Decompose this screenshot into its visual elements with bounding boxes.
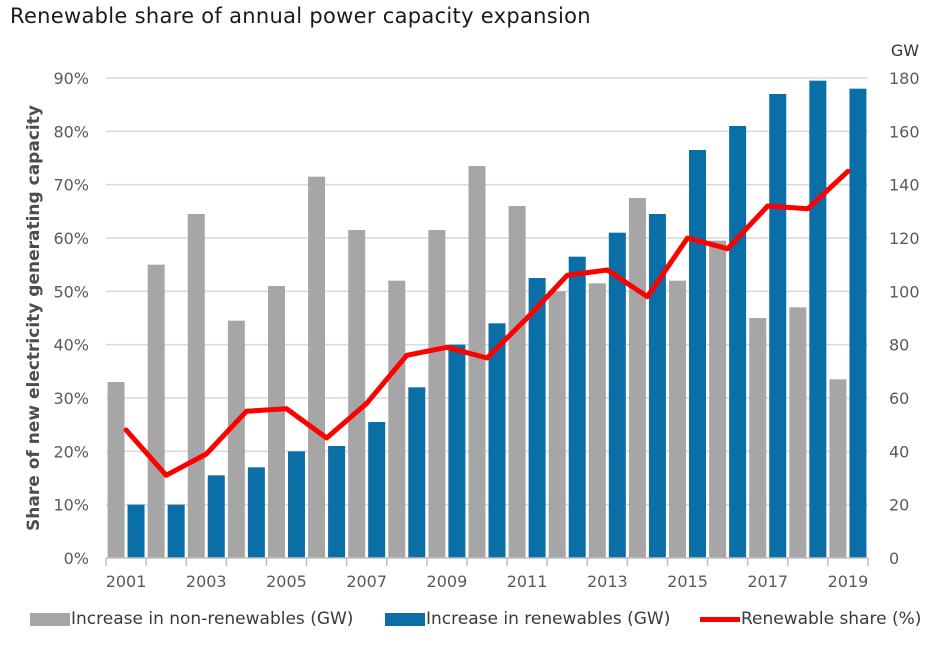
bar-renewables xyxy=(328,446,346,558)
y2-tick-label: 40 xyxy=(889,442,909,461)
legend-label-renewable-share: Renewable share (%) xyxy=(741,609,922,629)
bar-non-renewables xyxy=(789,307,807,558)
legend-swatch-non-renewables xyxy=(30,612,70,626)
bar-renewables xyxy=(608,232,626,558)
y-tick-label: 80% xyxy=(53,122,89,141)
y2-tick-label: 160 xyxy=(889,122,920,141)
bar-renewables xyxy=(488,323,506,558)
y-tick-label: 10% xyxy=(53,496,89,515)
x-tick-label: 2015 xyxy=(667,572,708,591)
legend: Increase in non-renewables (GW) Increase… xyxy=(0,604,950,634)
bar-non-renewables xyxy=(548,291,566,558)
y2-tick-label: 180 xyxy=(889,69,920,88)
axes xyxy=(105,557,869,566)
x-tick-label: 2001 xyxy=(106,572,147,591)
legend-swatch-renewable-share xyxy=(700,616,740,622)
bar-renewables xyxy=(207,475,225,558)
legend-swatch-renewables xyxy=(385,612,425,626)
chart-canvas: 0% 10% 20% 30% 40% 50% 60% 70% 80% 90% 0 20 40 60 80 1… xyxy=(24,41,920,591)
x-tick-label: 2005 xyxy=(266,572,307,591)
bar-non-renewables xyxy=(628,198,646,558)
right-axis-ticks: 0 20 40 60 80 100 120 140 160 180 xyxy=(889,69,920,568)
y-axis-title: Share of new electricity generating capa… xyxy=(24,105,44,531)
y-tick-label: 30% xyxy=(53,389,89,408)
y-tick-label: 20% xyxy=(53,442,89,461)
bar-renewables xyxy=(729,126,747,558)
chart-title: Renewable share of annual power capacity… xyxy=(10,4,591,28)
bar-non-renewables xyxy=(227,320,245,558)
y2-tick-label: 20 xyxy=(889,496,909,515)
share-line-path xyxy=(123,168,851,478)
y-tick-label: 50% xyxy=(53,282,89,301)
bar-non-renewables xyxy=(829,379,847,558)
bar-non-renewables xyxy=(588,283,606,558)
share-line xyxy=(123,168,851,478)
bar-renewables xyxy=(408,387,426,558)
x-tick-label: 2017 xyxy=(747,572,788,591)
bar-non-renewables xyxy=(308,176,326,558)
y2-tick-label: 120 xyxy=(889,229,920,248)
y2-tick-label: 100 xyxy=(889,282,920,301)
right-axis-unit: GW xyxy=(891,41,919,60)
x-tick-label: 2009 xyxy=(427,572,468,591)
y2-tick-label: 0 xyxy=(889,549,899,568)
x-tick-label: 2019 xyxy=(828,572,869,591)
bar-non-renewables xyxy=(187,214,205,558)
legend-label-non-renewables: Increase in non-renewables (GW) xyxy=(71,609,354,629)
bar-non-renewables xyxy=(468,166,486,558)
bar-renewables xyxy=(127,504,145,558)
y2-tick-label: 80 xyxy=(889,336,909,355)
x-tick-label: 2007 xyxy=(346,572,387,591)
bars xyxy=(107,80,867,559)
legend-item-non-renewables: Increase in non-renewables (GW) xyxy=(30,604,353,634)
bar-renewables xyxy=(648,214,666,558)
bar-renewables xyxy=(689,150,707,558)
x-tick-label: 2003 xyxy=(186,572,227,591)
y-tick-label: 90% xyxy=(53,69,89,88)
bar-renewables xyxy=(167,504,185,558)
y-tick-label: 70% xyxy=(53,176,89,195)
bar-renewables xyxy=(809,80,827,559)
bar-renewables xyxy=(287,451,305,558)
bar-non-renewables xyxy=(147,264,165,558)
bar-non-renewables xyxy=(709,240,727,558)
bar-non-renewables xyxy=(348,230,366,558)
bar-renewables xyxy=(769,94,787,558)
y2-tick-label: 60 xyxy=(889,389,909,408)
y2-tick-label: 140 xyxy=(889,176,920,195)
y-tick-label: 0% xyxy=(64,549,89,568)
bar-non-renewables xyxy=(508,206,526,558)
y-tick-label: 40% xyxy=(53,336,89,355)
bar-renewables xyxy=(528,278,546,558)
legend-item-renewable-share: Renewable share (%) xyxy=(700,604,921,634)
bar-non-renewables xyxy=(267,286,285,558)
bar-renewables xyxy=(247,467,265,558)
y-tick-label: 60% xyxy=(53,229,89,248)
bar-renewables xyxy=(568,256,586,558)
x-axis-ticks: 2001 2003 2005 2007 2009 2011 2013 2015 2017 2019 xyxy=(106,572,869,591)
bar-non-renewables xyxy=(749,318,767,558)
bar-non-renewables xyxy=(388,280,406,558)
bar-non-renewables xyxy=(107,382,125,558)
legend-item-renewables: Increase in renewables (GW) xyxy=(385,604,670,634)
x-tick-label: 2011 xyxy=(507,572,548,591)
bar-renewables xyxy=(448,344,466,558)
bar-renewables xyxy=(849,88,867,559)
legend-label-renewables: Increase in renewables (GW) xyxy=(426,609,671,629)
bar-renewables xyxy=(368,422,386,558)
bar-non-renewables xyxy=(669,280,687,558)
left-axis-ticks: 0% 10% 20% 30% 40% 50% 60% 70% 80% 90% xyxy=(53,69,89,568)
bar-non-renewables xyxy=(428,230,446,558)
x-tick-label: 2013 xyxy=(587,572,628,591)
